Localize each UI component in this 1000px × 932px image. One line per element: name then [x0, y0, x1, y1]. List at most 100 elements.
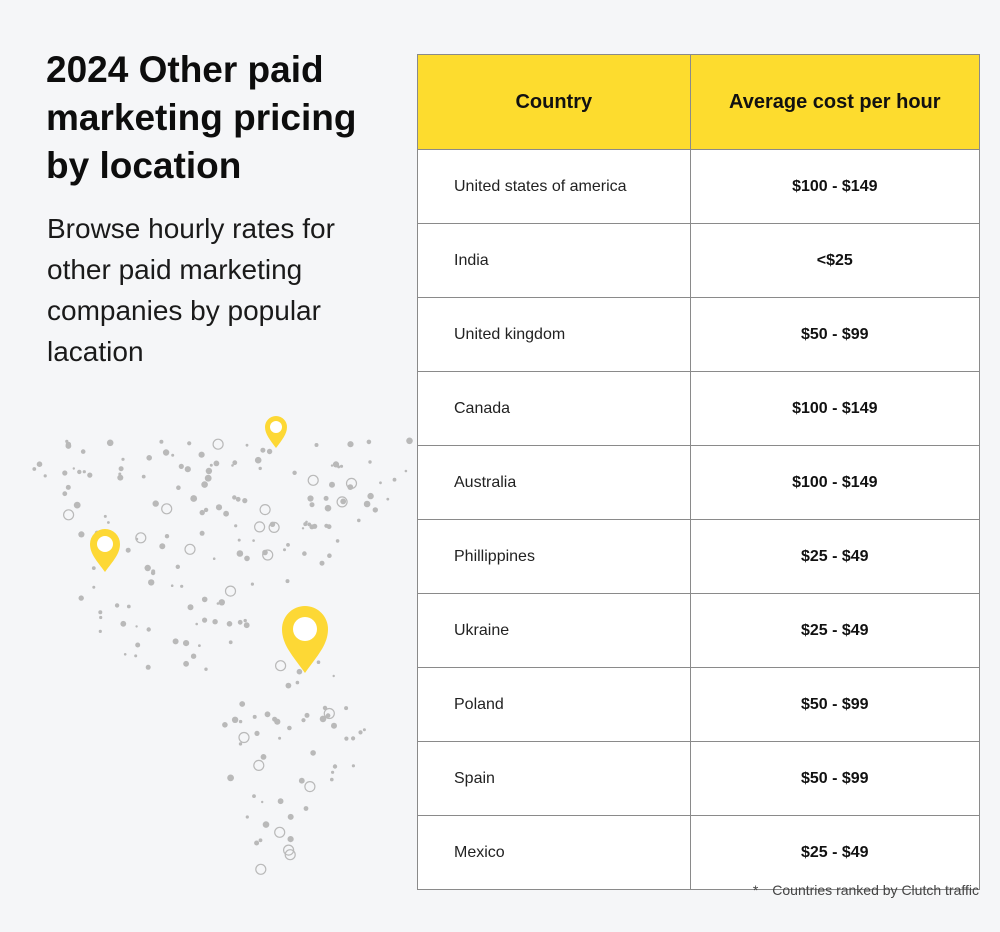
map-dot [310, 750, 316, 756]
map-ring [135, 532, 147, 544]
map-dot [72, 467, 76, 470]
map-dot [202, 617, 208, 623]
map-dot [309, 502, 315, 508]
country-cell: Spain [417, 741, 691, 816]
map-dot [319, 560, 325, 566]
map-dot [254, 456, 262, 464]
map-ring [212, 438, 224, 450]
map-dot [254, 730, 260, 736]
map-dot [184, 466, 191, 473]
map-ring [255, 863, 267, 875]
map-dot [357, 518, 361, 523]
map-dot [99, 615, 103, 620]
map-dot [266, 448, 273, 455]
map-dot [204, 667, 208, 671]
location-pin-icon [90, 529, 120, 572]
map-dot [141, 474, 146, 479]
map-dot [260, 447, 266, 453]
map-dot [372, 507, 378, 513]
map-ring [254, 521, 266, 533]
map-dot [126, 604, 131, 609]
map-dot [292, 470, 297, 475]
map-dot [286, 543, 290, 547]
map-dot [302, 551, 307, 556]
map-dot [278, 736, 282, 740]
map-dot [134, 654, 138, 658]
map-dot [223, 510, 230, 517]
map-dot [198, 451, 205, 458]
map-dot [176, 485, 181, 490]
map-ring [323, 707, 335, 720]
map-dot [32, 467, 37, 471]
map-dot [171, 453, 175, 457]
pricing-table: Country Average cost per hour United sta… [417, 54, 981, 890]
map-dot [148, 579, 155, 586]
map-dot [340, 498, 347, 505]
map-dot [232, 460, 238, 466]
map-dot [332, 764, 338, 769]
cost-cell: $100 - $149 [689, 371, 981, 446]
map-dot [91, 566, 96, 570]
map-dot [331, 770, 335, 774]
map-dot [125, 547, 131, 553]
map-ring [62, 509, 75, 521]
map-dot [78, 531, 85, 538]
table-row: Australia $100 - $149 [417, 445, 981, 520]
cost-cell: $50 - $99 [689, 741, 981, 816]
map-dot [325, 713, 331, 718]
map-dot [62, 470, 68, 476]
map-dot [363, 500, 371, 508]
country-cell: Phillippines [417, 519, 691, 594]
map-dot [237, 619, 243, 625]
map-dot [406, 437, 413, 445]
map-dot [303, 806, 309, 811]
map-ring [184, 543, 196, 555]
location-pin-icon [282, 606, 328, 673]
map-dot [117, 474, 124, 481]
map-dot [175, 564, 180, 569]
map-dot [98, 610, 103, 615]
map-ring [238, 731, 250, 744]
map-dot [332, 674, 335, 678]
table-row: United states of america $100 - $149 [417, 149, 981, 224]
map-dot [198, 644, 201, 647]
map-dot [243, 618, 247, 623]
map-dot [367, 492, 374, 500]
footnote-text: Countries ranked by Clutch traffic [772, 882, 979, 898]
map-dot [287, 836, 294, 843]
map-dot [92, 585, 96, 589]
map-dot [120, 620, 127, 627]
map-ring [345, 477, 358, 490]
map-dot [78, 595, 84, 601]
map-dot [344, 706, 349, 711]
map-dot [239, 701, 246, 707]
map-dot [162, 449, 170, 456]
map-ring [284, 849, 296, 861]
cost-cell: $50 - $99 [689, 297, 981, 372]
map-dot [62, 491, 68, 497]
map-dot [331, 722, 337, 729]
map-dot [107, 521, 110, 524]
map-dot [183, 640, 190, 647]
map-dot [144, 564, 151, 572]
map-dot [258, 466, 262, 471]
map-dot [238, 742, 243, 746]
map-dot [205, 467, 213, 475]
map-dot [146, 455, 152, 461]
map-ring [224, 585, 237, 597]
country-cell: India [417, 223, 691, 298]
map-dot [252, 794, 256, 798]
map-dot [180, 584, 184, 588]
country-cell: Mexico [417, 815, 691, 890]
country-cell: Ukraine [417, 593, 691, 668]
map-dot [170, 584, 174, 587]
map-dot [277, 798, 284, 805]
map-dot [298, 777, 305, 784]
map-dot [258, 838, 263, 843]
map-dot [187, 441, 192, 446]
map-dot [106, 439, 114, 447]
map-dot [351, 736, 356, 741]
map-dot [285, 579, 290, 584]
map-dot [351, 764, 355, 768]
map-dot [307, 495, 314, 502]
